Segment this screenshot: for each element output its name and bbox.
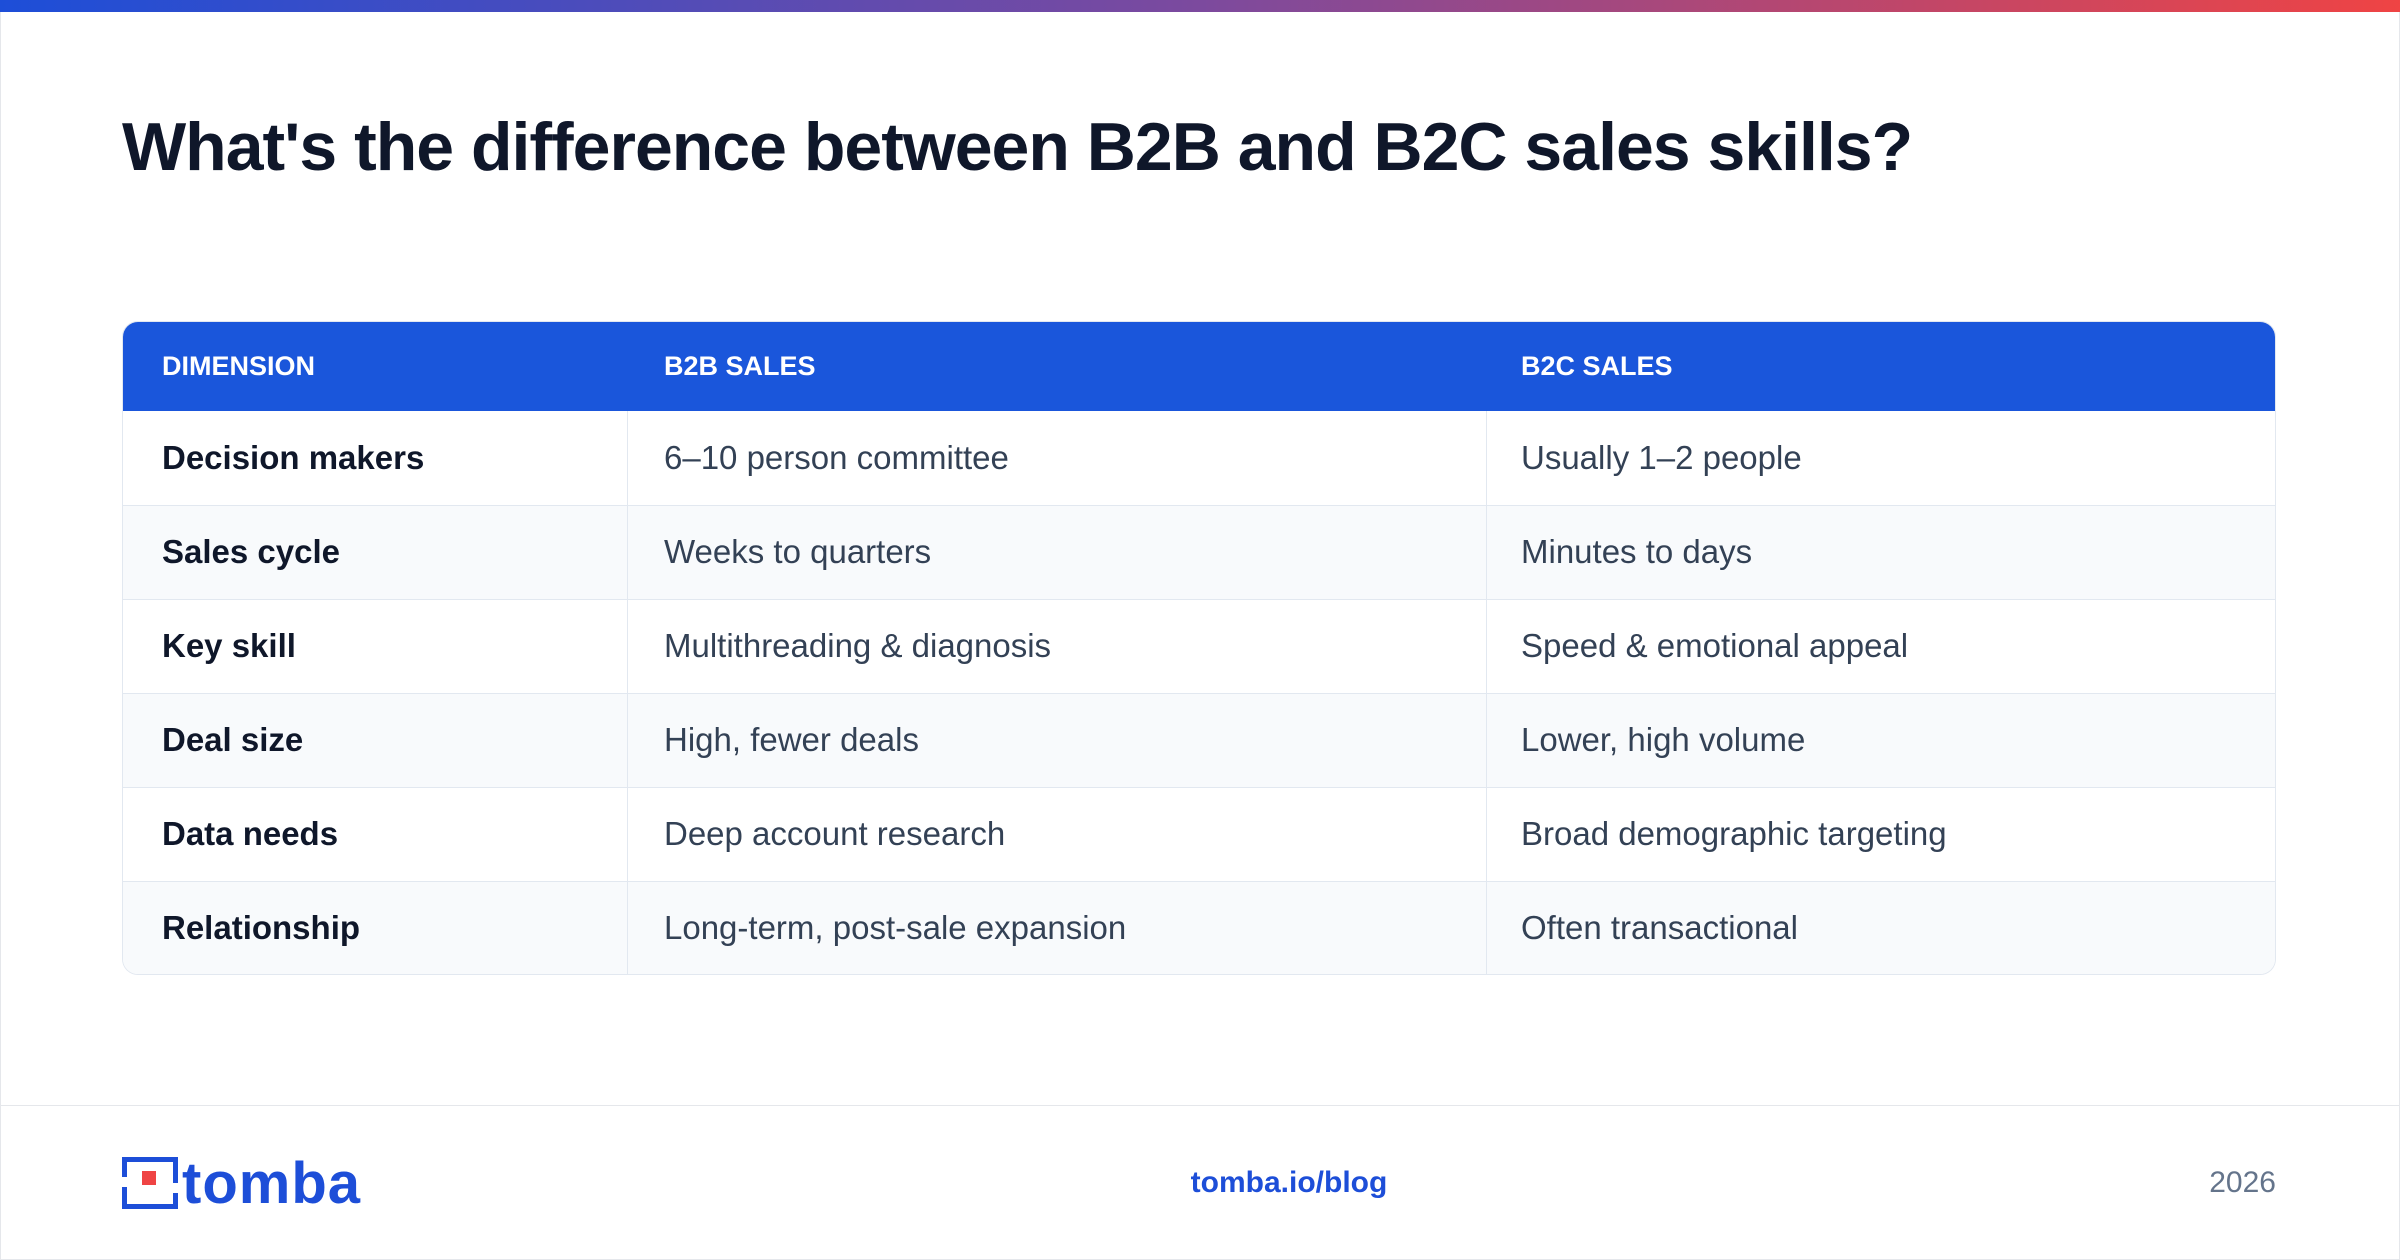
top-bar — [0, 0, 2400, 12]
table-cell: Broad demographic targeting — [1521, 815, 1947, 852]
table-cell: 6–10 person committee — [664, 439, 1009, 476]
table-cell: High, fewer deals — [664, 721, 919, 758]
table-cell: Often transactional — [1521, 909, 1798, 946]
table-cell: Minutes to days — [1521, 533, 1753, 570]
logo[interactable]: tomba — [122, 1151, 361, 1216]
table-row — [123, 693, 2275, 787]
table-cell: Sales cycle — [162, 533, 340, 570]
table-cell: Deal size — [162, 721, 304, 758]
table-header — [123, 322, 2275, 411]
column-divider — [1486, 411, 1487, 974]
logo-text: tomba — [182, 1150, 361, 1216]
column-header: B2B SALES — [664, 351, 816, 381]
blog-link[interactable]: tomba.io/blog — [1190, 1166, 1388, 1199]
table-row — [123, 411, 2275, 505]
logo-icon — [122, 1157, 178, 1209]
year: 2026 — [2209, 1166, 2276, 1199]
table-cell: Lower, high volume — [1521, 721, 1806, 758]
table-cell: Deep account research — [664, 815, 1006, 852]
table-cell: Speed & emotional appeal — [1521, 627, 1909, 664]
table-cell: Relationship — [162, 909, 361, 946]
table-cell: Usually 1–2 people — [1521, 439, 1802, 476]
table-cell: Long-term, post-sale expansion — [664, 909, 1127, 946]
column-divider — [627, 411, 628, 974]
column-header: DIMENSION — [162, 351, 316, 381]
table-cell: Multithreading & diagnosis — [664, 627, 1052, 664]
table-cell: Key skill — [162, 627, 296, 664]
table-row — [123, 881, 2275, 974]
comparison-table: DIMENSION B2B SALES B2C SALES Decision make… — [122, 321, 2276, 975]
table-cell: Data needs — [162, 815, 339, 852]
table-row — [123, 599, 2275, 693]
column-header: B2C SALES — [1521, 351, 1673, 381]
table-cell: Weeks to quarters — [664, 533, 932, 570]
footer-divider — [0, 1105, 2400, 1106]
table-cell: Decision makers — [162, 439, 425, 476]
table-row — [123, 787, 2275, 881]
page-title: What's the difference between B2B and B2… — [122, 109, 1913, 185]
table-row — [123, 505, 2275, 599]
